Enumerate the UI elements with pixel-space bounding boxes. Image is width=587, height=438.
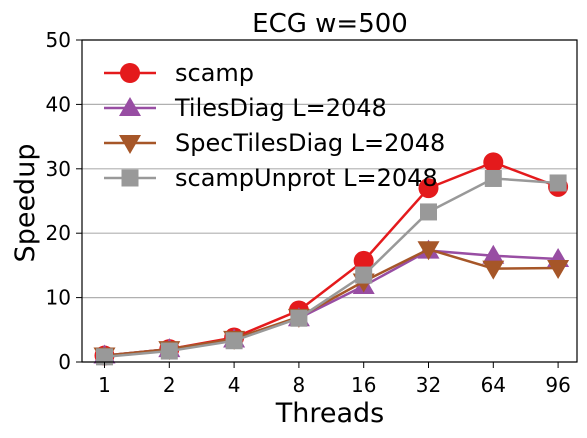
legend-label: SpecTilesDiag L=2048: [175, 129, 445, 157]
data-point: [355, 266, 373, 284]
legend: scamp TilesDiag L=2048 SpecTilesDiag L=204…: [104, 59, 445, 192]
series-3: [96, 169, 567, 366]
data-point: [482, 244, 505, 264]
data-point: [482, 260, 505, 280]
legend-entry: scamp: [104, 59, 254, 87]
data-point: [418, 178, 439, 199]
plot-frame: [81, 39, 578, 363]
series-line: [104, 177, 559, 359]
x-tick-label: 2: [163, 373, 176, 397]
legend-marker: [119, 135, 141, 154]
x-tick-label: 32: [416, 373, 441, 397]
x-tick-label: 64: [481, 373, 506, 397]
y-tick-label: 50: [46, 28, 71, 52]
y-tick-label: 40: [46, 92, 71, 116]
y-tick-label: 0: [58, 350, 71, 374]
x-tick-label: 1: [98, 373, 111, 397]
data-point: [417, 241, 440, 261]
x-tick-label: 4: [228, 373, 241, 397]
x-axis-title: Threads: [275, 398, 384, 429]
y-tick-label: 30: [46, 157, 71, 181]
data-point: [420, 203, 437, 221]
chart-title: ECG w=500: [252, 9, 408, 39]
data-point: [160, 342, 178, 360]
data-point: [353, 250, 374, 271]
legend-label: scamp: [175, 59, 254, 87]
data-point: [290, 309, 308, 327]
y-tick-label: 10: [46, 286, 71, 310]
x-tick-label: 16: [351, 373, 376, 397]
grid-lines: [82, 39, 577, 363]
y-axis-title: Speedup: [10, 144, 41, 263]
legend-label: TilesDiag L=2048: [174, 94, 387, 122]
legend-entry: scampUnprot L=2048: [104, 164, 438, 192]
data-point: [484, 169, 502, 187]
x-tick-label: 8: [293, 373, 306, 397]
legend-entry: SpecTilesDiag L=2048: [104, 129, 445, 157]
series-line: [104, 247, 559, 357]
data-point: [483, 152, 504, 173]
data-point: [96, 348, 113, 366]
legend-marker: [121, 169, 139, 187]
y-tick-label: 20: [46, 221, 71, 245]
legend-label: scampUnprot L=2048: [175, 164, 438, 192]
data-point: [225, 332, 243, 350]
y-axis: 0 10 20 30 40 50: [46, 28, 82, 374]
series-layer: [93, 152, 570, 367]
x-tick-label: 96: [545, 373, 570, 397]
legend-marker: [119, 97, 141, 116]
legend-entry: TilesDiag L=2048: [104, 94, 387, 122]
data-point: [549, 174, 567, 192]
legend-marker: [120, 63, 140, 83]
x-axis: 1 2 4 8 16 32 64 96: [98, 362, 571, 397]
data-point: [547, 259, 570, 279]
